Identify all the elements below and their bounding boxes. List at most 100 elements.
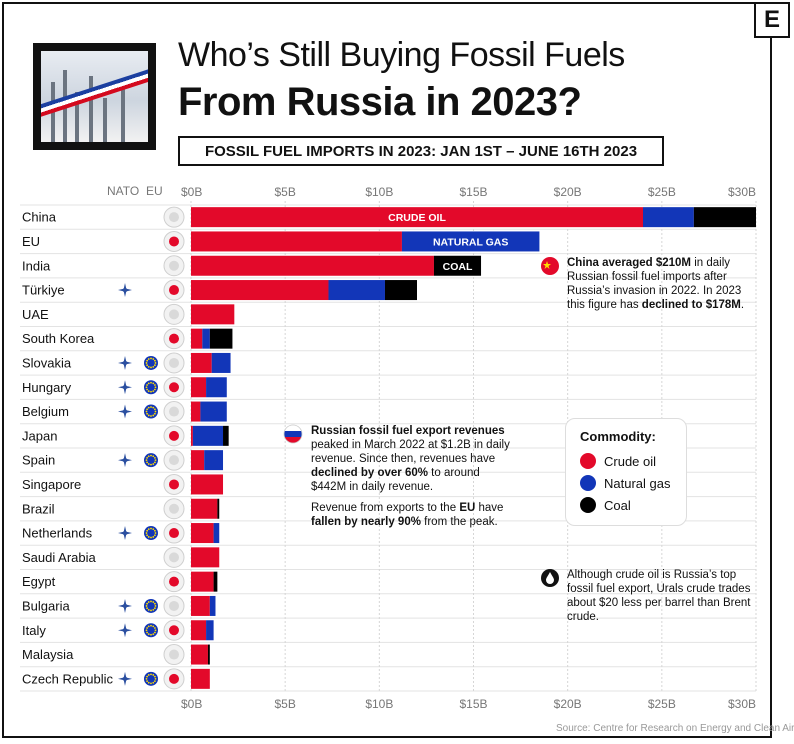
bar-data-label: COAL bbox=[443, 261, 473, 273]
bar-coal bbox=[207, 644, 210, 665]
country-flag-icon bbox=[163, 571, 185, 593]
legend-item-natural-gas: Natural gas bbox=[580, 475, 670, 491]
country-label: Slovakia bbox=[22, 355, 72, 370]
nato-icon bbox=[118, 526, 132, 541]
country-label: Bulgaria bbox=[22, 598, 70, 613]
x-tick-label-bottom: $5B bbox=[274, 697, 295, 711]
country-label: Spain bbox=[22, 453, 55, 468]
nato-icon bbox=[118, 355, 132, 370]
nato-icon bbox=[118, 283, 132, 298]
country-label: Saudi Arabia bbox=[22, 550, 96, 565]
bar-natural-gas bbox=[211, 352, 231, 373]
country-flag-icon bbox=[163, 473, 185, 495]
bar-coal bbox=[217, 498, 220, 519]
infographic-frame bbox=[2, 2, 772, 738]
coal-swatch bbox=[580, 497, 596, 513]
country-flag-icon bbox=[163, 279, 185, 301]
country-flag-icon bbox=[163, 303, 185, 325]
country-flag-icon bbox=[163, 546, 185, 568]
country-flag-icon bbox=[163, 230, 185, 252]
nato-icon bbox=[118, 404, 132, 419]
bar-coal bbox=[223, 425, 229, 446]
country-flag-icon bbox=[163, 668, 185, 690]
eu-icon bbox=[144, 671, 158, 686]
country-flag-icon bbox=[163, 595, 185, 617]
bar-natural-gas bbox=[401, 231, 540, 252]
china-annotation: China averaged $210M in daily Russian fo… bbox=[567, 257, 745, 311]
country-label: South Korea bbox=[22, 331, 95, 346]
nato-icon bbox=[118, 623, 132, 638]
bar-crude-oil bbox=[191, 425, 193, 446]
country-flag-icon bbox=[163, 352, 185, 374]
nato-icon bbox=[118, 453, 132, 468]
bar-natural-gas bbox=[204, 450, 224, 471]
legend-item-crude-oil: Crude oil bbox=[580, 453, 656, 469]
eu-icon bbox=[144, 355, 158, 370]
russia-eu-annotation: Revenue from exports to the EU have fall… bbox=[311, 502, 504, 528]
legend-label: Crude oil bbox=[604, 453, 657, 469]
country-flag-icon bbox=[163, 498, 185, 520]
country-flag-icon bbox=[163, 206, 185, 228]
natural-gas-swatch bbox=[580, 475, 596, 491]
bar-crude-oil bbox=[191, 450, 205, 471]
bar-crude-oil bbox=[191, 571, 214, 592]
bar-crude-oil bbox=[191, 595, 210, 616]
commodity-legend: Commodity: Crude oil Natural gas Coal bbox=[565, 418, 687, 526]
x-tick-label-top: $15B bbox=[459, 185, 487, 199]
nato-icon bbox=[118, 598, 132, 613]
bar-natural-gas bbox=[206, 620, 214, 641]
country-label: Italy bbox=[22, 623, 46, 638]
bar-natural-gas bbox=[206, 377, 227, 398]
bar-natural-gas bbox=[213, 523, 220, 544]
header-photo bbox=[33, 43, 156, 150]
nato-icon bbox=[118, 671, 132, 686]
country-label: Japan bbox=[22, 428, 57, 443]
bar-crude-oil bbox=[191, 668, 210, 689]
bar-crude-oil bbox=[191, 644, 208, 665]
eu-column-header: EU bbox=[146, 184, 163, 198]
legend-item-coal: Coal bbox=[580, 497, 631, 513]
source-note: Source: Centre for Research on Energy an… bbox=[556, 723, 794, 734]
russia-revenue-annotation: Russian fossil fuel export revenues peak… bbox=[311, 425, 510, 493]
oil-drop-icon bbox=[541, 569, 559, 587]
country-flag-icon bbox=[163, 425, 185, 447]
x-tick-label-bottom: $20B bbox=[554, 697, 582, 711]
eu-icon bbox=[144, 453, 158, 468]
country-label: China bbox=[22, 210, 57, 225]
bar-natural-gas bbox=[328, 280, 385, 301]
x-tick-label-top: $20B bbox=[554, 185, 582, 199]
eu-icon bbox=[144, 404, 158, 419]
bar-crude-oil bbox=[191, 620, 207, 641]
bar-crude-oil bbox=[191, 377, 207, 398]
subtitle-box: FOSSIL FUEL IMPORTS IN 2023: JAN 1ST – J… bbox=[178, 136, 664, 166]
bar-crude-oil bbox=[191, 304, 235, 325]
crude-oil-swatch bbox=[580, 453, 596, 469]
bar-coal bbox=[384, 280, 417, 301]
publisher-logo: E bbox=[754, 2, 790, 38]
country-label: Hungary bbox=[22, 380, 72, 395]
subtitle: FOSSIL FUEL IMPORTS IN 2023: JAN 1ST – J… bbox=[204, 142, 638, 160]
bar-natural-gas bbox=[643, 207, 694, 228]
bar-crude-oil bbox=[191, 231, 402, 252]
legend-label: Coal bbox=[604, 497, 631, 513]
bar-crude-oil bbox=[191, 498, 218, 519]
eu-icon bbox=[144, 623, 158, 638]
x-tick-label-bottom: $0B bbox=[181, 697, 202, 711]
country-flag-icon bbox=[163, 449, 185, 471]
legend-label: Natural gas bbox=[604, 475, 671, 491]
pipeline-image bbox=[41, 51, 148, 142]
country-flag-icon bbox=[163, 401, 185, 423]
bar-crude-oil bbox=[191, 523, 214, 544]
country-flag-icon bbox=[163, 619, 185, 641]
bar-crude-oil bbox=[191, 547, 220, 568]
eu-icon bbox=[144, 526, 158, 541]
bar-crude-oil bbox=[191, 401, 201, 422]
nato-icon bbox=[118, 380, 132, 395]
x-tick-label-bottom: $30B bbox=[728, 697, 756, 711]
country-label: Czech Republic bbox=[22, 671, 114, 686]
bar-crude-oil bbox=[191, 352, 212, 373]
bar-crude-oil bbox=[191, 474, 224, 495]
bar-crude-oil bbox=[191, 255, 434, 276]
country-label: Malaysia bbox=[22, 647, 74, 662]
